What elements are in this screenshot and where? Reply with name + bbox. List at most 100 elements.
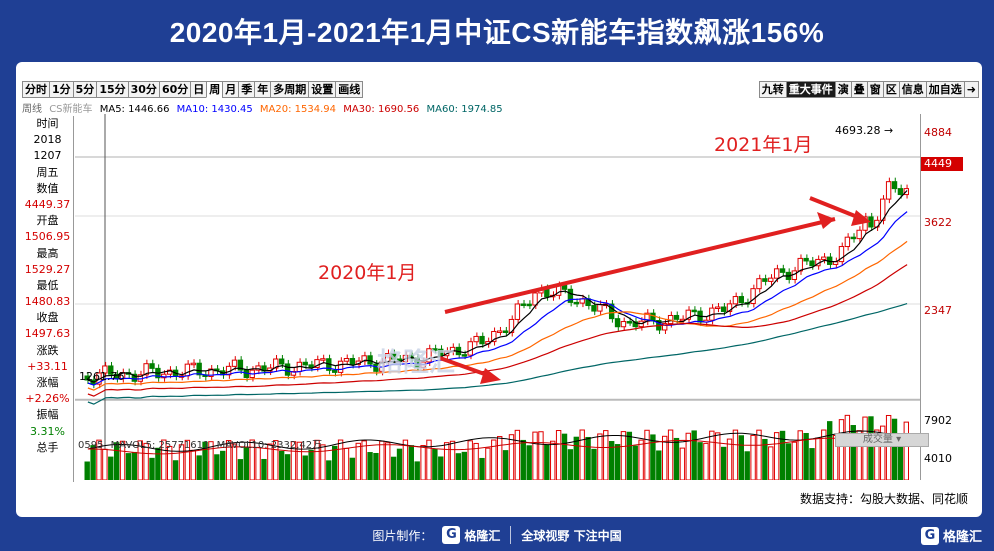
candle-body — [591, 305, 597, 312]
tool-buttons: 九转 重大事件演叠窗区信息 加自选 ➜ — [758, 81, 979, 98]
volume-bar — [84, 461, 90, 480]
mavol10-line — [87, 437, 908, 455]
volume-bar — [844, 414, 851, 480]
tool-button[interactable]: 信息 — [898, 81, 927, 98]
candle-body — [561, 284, 568, 290]
period-tab[interactable]: 5分 — [72, 81, 98, 98]
candle-body — [620, 321, 627, 328]
volume-bar — [290, 441, 297, 480]
volume-bar — [284, 454, 291, 480]
tool-button[interactable]: 加自选 — [925, 81, 965, 98]
volume-bar — [396, 448, 403, 480]
candle-body — [732, 296, 739, 305]
candle-body — [738, 296, 744, 304]
annotation-2020: 2020年1月 — [318, 262, 417, 284]
tool-button[interactable]: 演 — [834, 81, 852, 98]
kline-chart[interactable]: 4693.28 → 1261.76 — [75, 114, 920, 480]
data-source: 数据支持：勾股大数据、同花顺 — [799, 492, 968, 506]
amp-label: 振幅 — [36, 408, 59, 422]
volume-bar — [385, 442, 391, 480]
period-tab[interactable]: 年 — [254, 81, 272, 98]
candle-body — [149, 363, 155, 369]
period-tab[interactable]: 15分 — [96, 81, 129, 98]
volume-bar — [190, 449, 196, 480]
annotation-arrow — [809, 196, 861, 220]
candle-body — [108, 365, 114, 375]
volume-bar — [402, 439, 409, 480]
period-tab[interactable]: 1分 — [49, 81, 74, 98]
info-date: 1207 — [33, 149, 62, 163]
indicator-select[interactable]: 成交量 ▾ — [835, 433, 929, 447]
candle-body — [273, 358, 279, 369]
period-tab[interactable]: 设置 — [308, 81, 337, 98]
volume-bar — [379, 440, 385, 480]
annotation-arrow — [444, 217, 836, 314]
candle-body — [673, 314, 680, 320]
period-tab[interactable]: 画线 — [335, 81, 364, 98]
volume-bar — [320, 444, 326, 480]
period-tab[interactable]: 多周期 — [270, 81, 310, 98]
info-change: +33.11 — [27, 359, 68, 373]
brand-g-icon: G — [442, 526, 461, 544]
volume-bar — [738, 435, 744, 480]
volume-bar — [491, 439, 497, 480]
index-name: CS新能车 — [49, 104, 93, 115]
period-tab[interactable]: 周 — [206, 81, 224, 98]
volume-bar — [225, 440, 232, 480]
brand-name: 格隆汇 — [464, 528, 501, 543]
time-label: 时间 — [36, 117, 59, 130]
period-tab[interactable]: 60分 — [158, 81, 192, 98]
period-tab[interactable]: 月 — [222, 81, 240, 98]
period-tab[interactable]: 季 — [238, 81, 256, 98]
volume-bar — [538, 431, 544, 480]
candle-body — [497, 330, 503, 333]
candle-body — [278, 358, 285, 365]
info-open: 1506.95 — [24, 230, 71, 244]
ma20-line — [87, 240, 908, 391]
price-tick: 3622 — [924, 216, 952, 229]
volume-bar — [827, 421, 833, 480]
volume-bar — [367, 452, 373, 480]
arrow-icon[interactable]: ➜ — [963, 81, 979, 98]
volume-bar — [125, 453, 132, 480]
candle-body — [726, 303, 733, 312]
volume-bar — [862, 416, 868, 480]
candle-body — [302, 361, 308, 366]
candle-body — [597, 303, 603, 312]
period-tab[interactable]: 分时 — [22, 81, 50, 98]
candle-body — [626, 321, 633, 324]
annotation-arrow — [439, 356, 491, 378]
candle-body — [844, 236, 851, 248]
tool-button[interactable]: 九转 — [758, 81, 787, 98]
candle-body — [343, 357, 350, 362]
volume-bar — [603, 430, 609, 480]
period-tab[interactable]: 30分 — [127, 81, 160, 98]
volume-bar — [314, 439, 320, 480]
volume-bar — [184, 439, 191, 480]
volume-bar — [497, 436, 503, 480]
tool-button[interactable]: 窗 — [866, 81, 884, 98]
kline-panel[interactable]: 周线 CS新能车 MA5: 1446.66 MA10: 1430.45 MA20… — [22, 100, 980, 482]
info-amp: 3.31% — [30, 424, 65, 438]
tool-button[interactable]: 重大事件 — [785, 81, 836, 98]
vol-tick: 4010 — [924, 452, 952, 465]
period-label: 周线 — [22, 104, 42, 115]
ma10-value: MA10: 1430.45 — [176, 104, 253, 115]
volume-bar — [591, 448, 597, 480]
info-high: 1529.27 — [24, 262, 71, 276]
high-label: 最高 — [36, 246, 59, 260]
ma5-value: MA5: 1446.66 — [99, 104, 170, 115]
candle-body — [184, 363, 191, 377]
volume-bar — [773, 432, 780, 480]
volume-bar — [326, 460, 332, 480]
candle-body — [367, 355, 373, 365]
candle-body — [850, 236, 856, 240]
candle-body — [797, 257, 803, 272]
candle-body — [891, 181, 898, 190]
volume-bar — [667, 429, 674, 480]
watermark: 格隆汇 — [377, 348, 456, 378]
period-tab[interactable]: 日 — [190, 81, 208, 98]
tool-button[interactable]: 区 — [882, 81, 900, 98]
tool-button[interactable]: 叠 — [850, 81, 868, 98]
ma60-value: MA60: 1974.85 — [426, 104, 503, 115]
